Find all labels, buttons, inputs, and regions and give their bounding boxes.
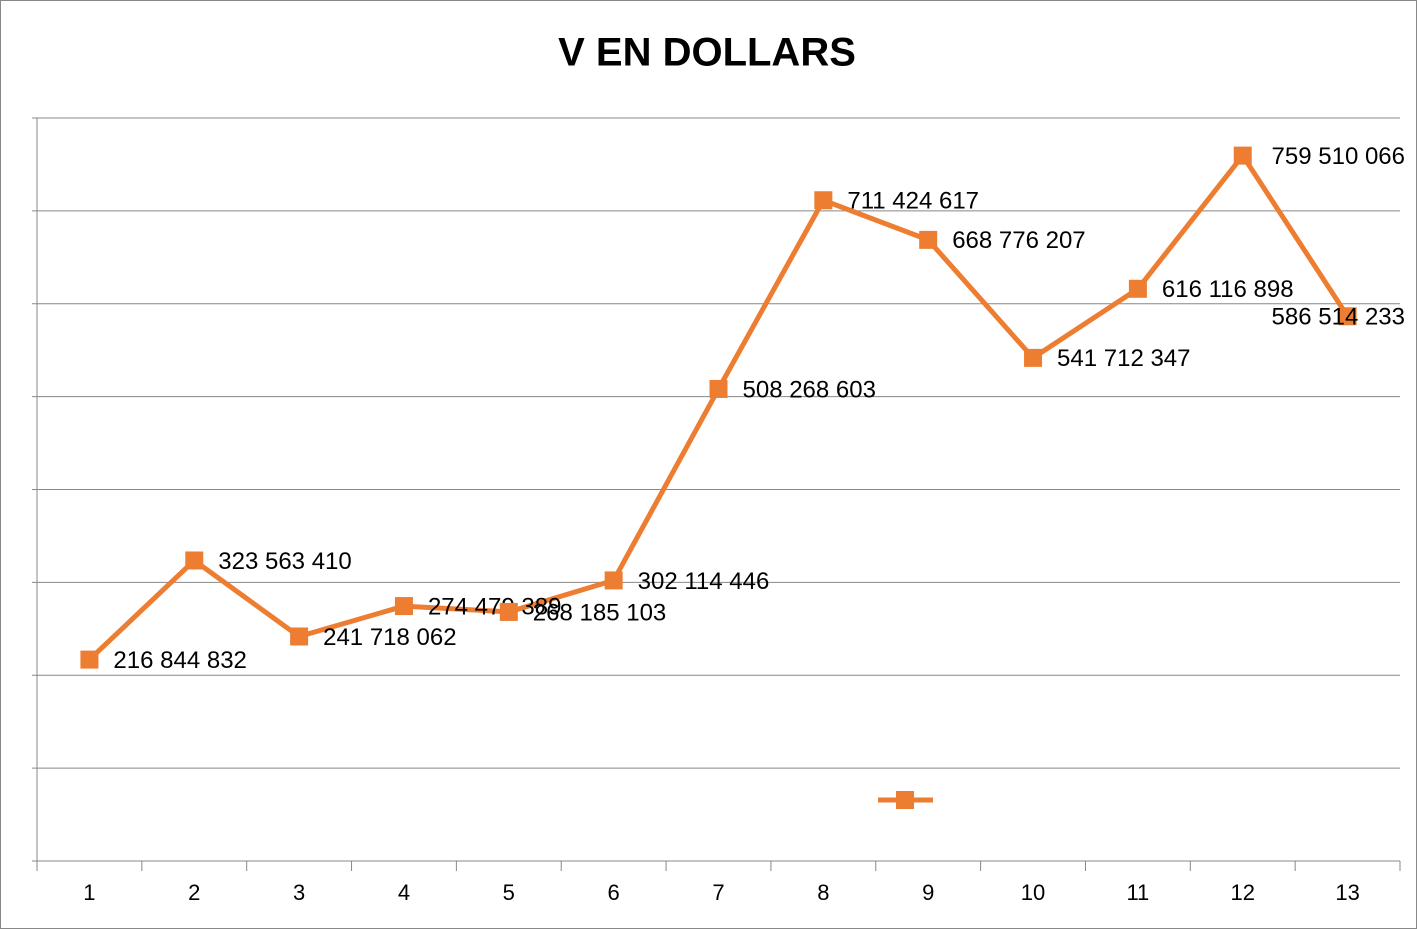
marker <box>1233 146 1252 165</box>
data-label: 586 514 233 <box>1272 304 1405 331</box>
data-label: 268 185 103 <box>533 599 666 626</box>
marker <box>185 551 204 570</box>
marker <box>290 627 309 646</box>
x-tick-label: 2 <box>188 880 200 905</box>
marker <box>80 650 99 669</box>
data-label: 302 114 446 <box>638 568 770 595</box>
data-label: 759 510 066 <box>1272 143 1405 170</box>
marker <box>499 602 518 621</box>
marker <box>1128 279 1147 298</box>
marker <box>1338 307 1357 326</box>
x-tick-label: 9 <box>922 880 934 905</box>
data-label: 508 268 603 <box>743 376 876 403</box>
x-tick-label: 13 <box>1335 880 1359 905</box>
x-tick-label: 12 <box>1230 880 1254 905</box>
x-tick-label: 10 <box>1021 880 1045 905</box>
data-label: 541 712 347 <box>1057 345 1190 372</box>
data-label: 711 424 617 <box>847 188 979 215</box>
data-label: 216 844 832 <box>113 647 246 674</box>
chart-title: V EN DOLLARS <box>558 31 856 75</box>
legend-marker <box>896 791 914 809</box>
x-tick-label: 5 <box>503 880 515 905</box>
x-tick-label: 11 <box>1126 880 1149 905</box>
data-label: 241 718 062 <box>323 624 456 651</box>
marker <box>1024 348 1043 367</box>
data-label: 616 116 898 <box>1162 276 1294 303</box>
x-tick-label: 7 <box>712 880 724 905</box>
marker <box>814 191 833 210</box>
data-label: 274 479 389 <box>428 593 561 620</box>
x-tick-label: 1 <box>83 880 95 905</box>
marker <box>394 597 413 616</box>
x-tick-label: 4 <box>398 880 410 905</box>
marker <box>604 571 623 590</box>
marker <box>919 230 938 249</box>
data-label: 323 563 410 <box>218 548 351 575</box>
x-tick-label: 3 <box>293 880 305 905</box>
x-tick-label: 8 <box>817 880 829 905</box>
data-label: 668 776 207 <box>952 227 1085 254</box>
x-tick-label: 6 <box>608 880 620 905</box>
marker <box>709 379 728 398</box>
